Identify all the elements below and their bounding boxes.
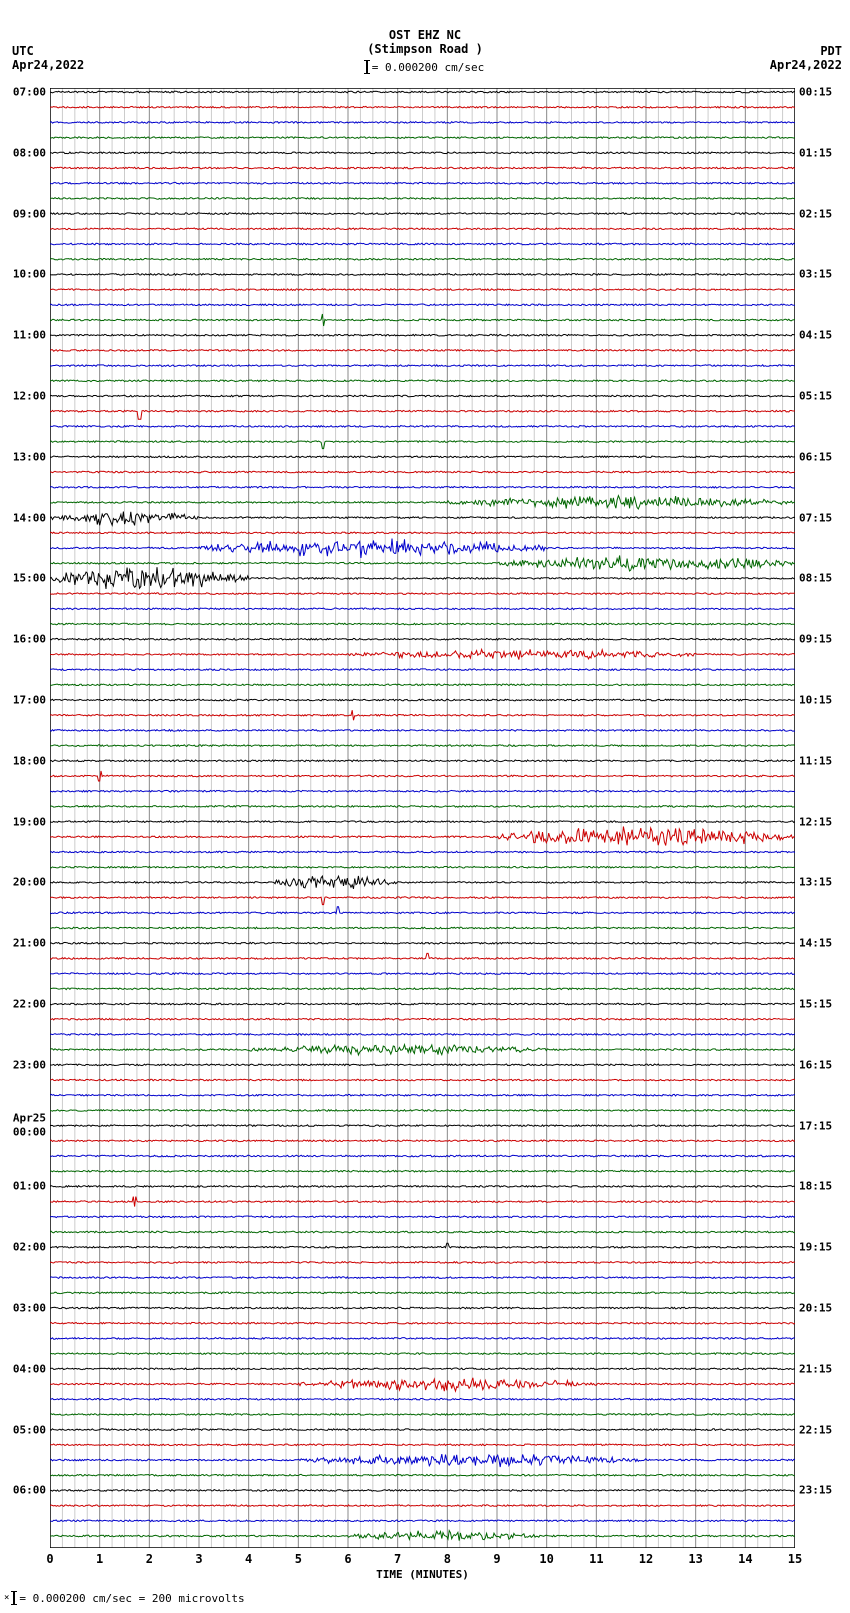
scale-indicator: = 0.000200 cm/sec bbox=[366, 60, 485, 74]
tz-left-label: UTC bbox=[12, 44, 84, 58]
chart-title: OST EHZ NC bbox=[0, 28, 850, 42]
left-time-label: 12:00 bbox=[13, 390, 50, 403]
xaxis-tick-label: 4 bbox=[245, 1552, 252, 1566]
xaxis-tick-label: 7 bbox=[394, 1552, 401, 1566]
xaxis-tick-label: 6 bbox=[344, 1552, 351, 1566]
right-time-label: 17:15 bbox=[795, 1119, 832, 1132]
xaxis-tick-label: 3 bbox=[195, 1552, 202, 1566]
right-time-label: 05:15 bbox=[795, 390, 832, 403]
xaxis-tick-label: 8 bbox=[444, 1552, 451, 1566]
left-time-label: 16:00 bbox=[13, 633, 50, 646]
left-time-label: 08:00 bbox=[13, 146, 50, 159]
left-time-label: 19:00 bbox=[13, 815, 50, 828]
right-time-label: 19:15 bbox=[795, 1241, 832, 1254]
scale-text: = 0.000200 cm/sec bbox=[372, 61, 485, 74]
right-time-label: 12:15 bbox=[795, 815, 832, 828]
right-time-label: 03:15 bbox=[795, 268, 832, 281]
footer: × = 0.000200 cm/sec = 200 microvolts bbox=[4, 1591, 245, 1605]
right-time-label: 16:15 bbox=[795, 1058, 832, 1071]
left-time-label: 05:00 bbox=[13, 1423, 50, 1436]
chart-subtitle: (Stimpson Road ) bbox=[0, 42, 850, 56]
left-time-label: 00:00 bbox=[13, 1125, 50, 1138]
left-time-label: 03:00 bbox=[13, 1302, 50, 1315]
right-time-label: 04:15 bbox=[795, 329, 832, 342]
left-time-label: 13:00 bbox=[13, 450, 50, 463]
left-time-label: 21:00 bbox=[13, 937, 50, 950]
right-time-label: 13:15 bbox=[795, 876, 832, 889]
left-time-label: 10:00 bbox=[13, 268, 50, 281]
xaxis-title: TIME (MINUTES) bbox=[376, 1568, 469, 1581]
traces bbox=[50, 88, 795, 1548]
right-time-label: 10:15 bbox=[795, 694, 832, 707]
left-time-label: 01:00 bbox=[13, 1180, 50, 1193]
xaxis-tick-label: 10 bbox=[539, 1552, 553, 1566]
right-time-label: 21:15 bbox=[795, 1362, 832, 1375]
tz-right-date: Apr24,2022 bbox=[770, 58, 842, 72]
right-time-label: 01:15 bbox=[795, 146, 832, 159]
xaxis-tick-label: 9 bbox=[493, 1552, 500, 1566]
left-time-label: 18:00 bbox=[13, 754, 50, 767]
right-time-label: 18:15 bbox=[795, 1180, 832, 1193]
right-time-label: 00:15 bbox=[795, 86, 832, 99]
tz-left-date: Apr24,2022 bbox=[12, 58, 84, 72]
left-time-label: Apr25 bbox=[13, 1111, 50, 1124]
xaxis-tick-label: 11 bbox=[589, 1552, 603, 1566]
xaxis-tick-label: 0 bbox=[46, 1552, 53, 1566]
xaxis-tick-label: 12 bbox=[639, 1552, 653, 1566]
left-time-label: 11:00 bbox=[13, 329, 50, 342]
scale-bar-icon bbox=[13, 1591, 15, 1605]
timezone-right: PDT Apr24,2022 bbox=[770, 44, 842, 72]
xaxis-tick-label: 15 bbox=[788, 1552, 802, 1566]
timezone-left: UTC Apr24,2022 bbox=[12, 44, 84, 72]
plot-area: 07:0008:0009:0010:0011:0012:0013:0014:00… bbox=[50, 88, 795, 1548]
right-time-label: 23:15 bbox=[795, 1484, 832, 1497]
left-time-label: 15:00 bbox=[13, 572, 50, 585]
left-time-label: 23:00 bbox=[13, 1058, 50, 1071]
right-time-label: 20:15 bbox=[795, 1302, 832, 1315]
left-time-label: 17:00 bbox=[13, 694, 50, 707]
left-time-label: 14:00 bbox=[13, 511, 50, 524]
xaxis-tick-label: 1 bbox=[96, 1552, 103, 1566]
left-time-label: 09:00 bbox=[13, 207, 50, 220]
xaxis-tick-label: 13 bbox=[688, 1552, 702, 1566]
right-time-label: 09:15 bbox=[795, 633, 832, 646]
left-time-label: 06:00 bbox=[13, 1484, 50, 1497]
right-time-label: 15:15 bbox=[795, 998, 832, 1011]
right-time-label: 11:15 bbox=[795, 754, 832, 767]
left-time-label: 20:00 bbox=[13, 876, 50, 889]
left-time-label: 07:00 bbox=[13, 86, 50, 99]
right-time-label: 14:15 bbox=[795, 937, 832, 950]
scale-bar-icon bbox=[366, 60, 368, 74]
right-time-label: 06:15 bbox=[795, 450, 832, 463]
xaxis-tick-label: 14 bbox=[738, 1552, 752, 1566]
xaxis-tick-label: 5 bbox=[295, 1552, 302, 1566]
right-time-label: 22:15 bbox=[795, 1423, 832, 1436]
left-time-label: 04:00 bbox=[13, 1362, 50, 1375]
footer-text: = 0.000200 cm/sec = 200 microvolts bbox=[19, 1592, 244, 1605]
right-time-label: 02:15 bbox=[795, 207, 832, 220]
right-time-label: 08:15 bbox=[795, 572, 832, 585]
chart-header: OST EHZ NC (Stimpson Road ) = 0.000200 c… bbox=[0, 0, 850, 77]
tz-right-label: PDT bbox=[770, 44, 842, 58]
left-time-label: 02:00 bbox=[13, 1241, 50, 1254]
right-time-label: 07:15 bbox=[795, 511, 832, 524]
xaxis-tick-label: 2 bbox=[146, 1552, 153, 1566]
left-time-label: 22:00 bbox=[13, 998, 50, 1011]
